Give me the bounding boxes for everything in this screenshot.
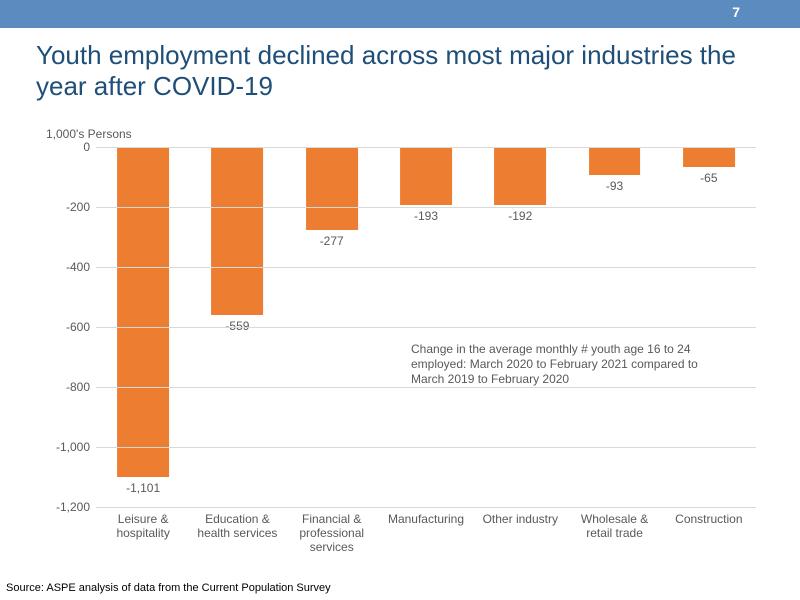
y-tick-label: -200 [66, 200, 90, 214]
x-tick-label: Other industry [475, 513, 565, 527]
bar [494, 147, 546, 205]
bar [306, 147, 358, 230]
bar-value-label: -277 [320, 234, 344, 248]
bar-value-label: -65 [700, 171, 717, 185]
bar [589, 147, 641, 175]
y-tick-label: 0 [83, 140, 90, 154]
x-tick-label: Leisure & hospitality [98, 513, 188, 541]
bar-value-label: -559 [225, 319, 249, 333]
gridline [96, 387, 756, 388]
chart: 1,000's Persons -1,101Leisure & hospital… [40, 135, 760, 535]
x-tick-label: Financial & professional services [287, 513, 377, 554]
page-number: 7 [732, 4, 740, 20]
x-tick-label: Manufacturing [381, 513, 471, 527]
y-tick-label: -1,000 [56, 440, 90, 454]
slide-title: Youth employment declined across most ma… [36, 40, 764, 102]
y-tick-label: -800 [66, 380, 90, 394]
y-tick-label: -400 [66, 260, 90, 274]
x-tick-label: Education & health services [192, 513, 282, 541]
gridline [96, 327, 756, 328]
bar-value-label: -93 [606, 179, 623, 193]
bar [212, 147, 264, 315]
bar [683, 147, 735, 167]
bar-value-label: -1,101 [126, 481, 160, 495]
gridline [96, 147, 756, 148]
bar-value-label: -192 [508, 209, 532, 223]
gridline [96, 207, 756, 208]
bar-value-label: -193 [414, 209, 438, 223]
chart-annotation: Change in the average monthly # youth ag… [411, 342, 721, 387]
bar [400, 147, 452, 205]
y-tick-label: -1,200 [56, 500, 90, 514]
bar [117, 147, 169, 477]
gridline [96, 447, 756, 448]
x-tick-label: Wholesale & retail trade [570, 513, 660, 541]
gridline [96, 267, 756, 268]
plot-area: -1,101Leisure & hospitality-559Education… [96, 147, 756, 507]
source-text: Source: ASPE analysis of data from the C… [6, 582, 331, 594]
header-band: 7 [0, 0, 800, 28]
x-tick-label: Construction [664, 513, 754, 527]
slide: 7 Youth employment declined across most … [0, 0, 800, 600]
y-tick-label: -600 [66, 320, 90, 334]
gridline [96, 507, 756, 508]
y-axis-title: 1,000's Persons [46, 127, 132, 141]
